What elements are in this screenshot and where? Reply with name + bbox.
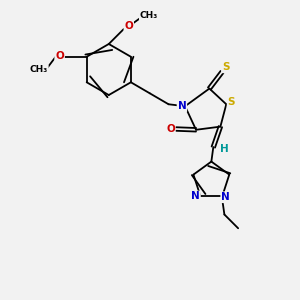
Text: S: S [228,97,235,107]
Text: N: N [191,191,200,202]
Text: O: O [55,51,64,61]
Text: S: S [222,62,230,72]
Text: O: O [124,21,133,31]
Text: N: N [221,192,230,202]
Text: N: N [178,101,186,111]
Text: CH₃: CH₃ [30,65,48,74]
Text: H: H [220,144,229,154]
Text: CH₃: CH₃ [140,11,158,20]
Text: O: O [166,124,175,134]
